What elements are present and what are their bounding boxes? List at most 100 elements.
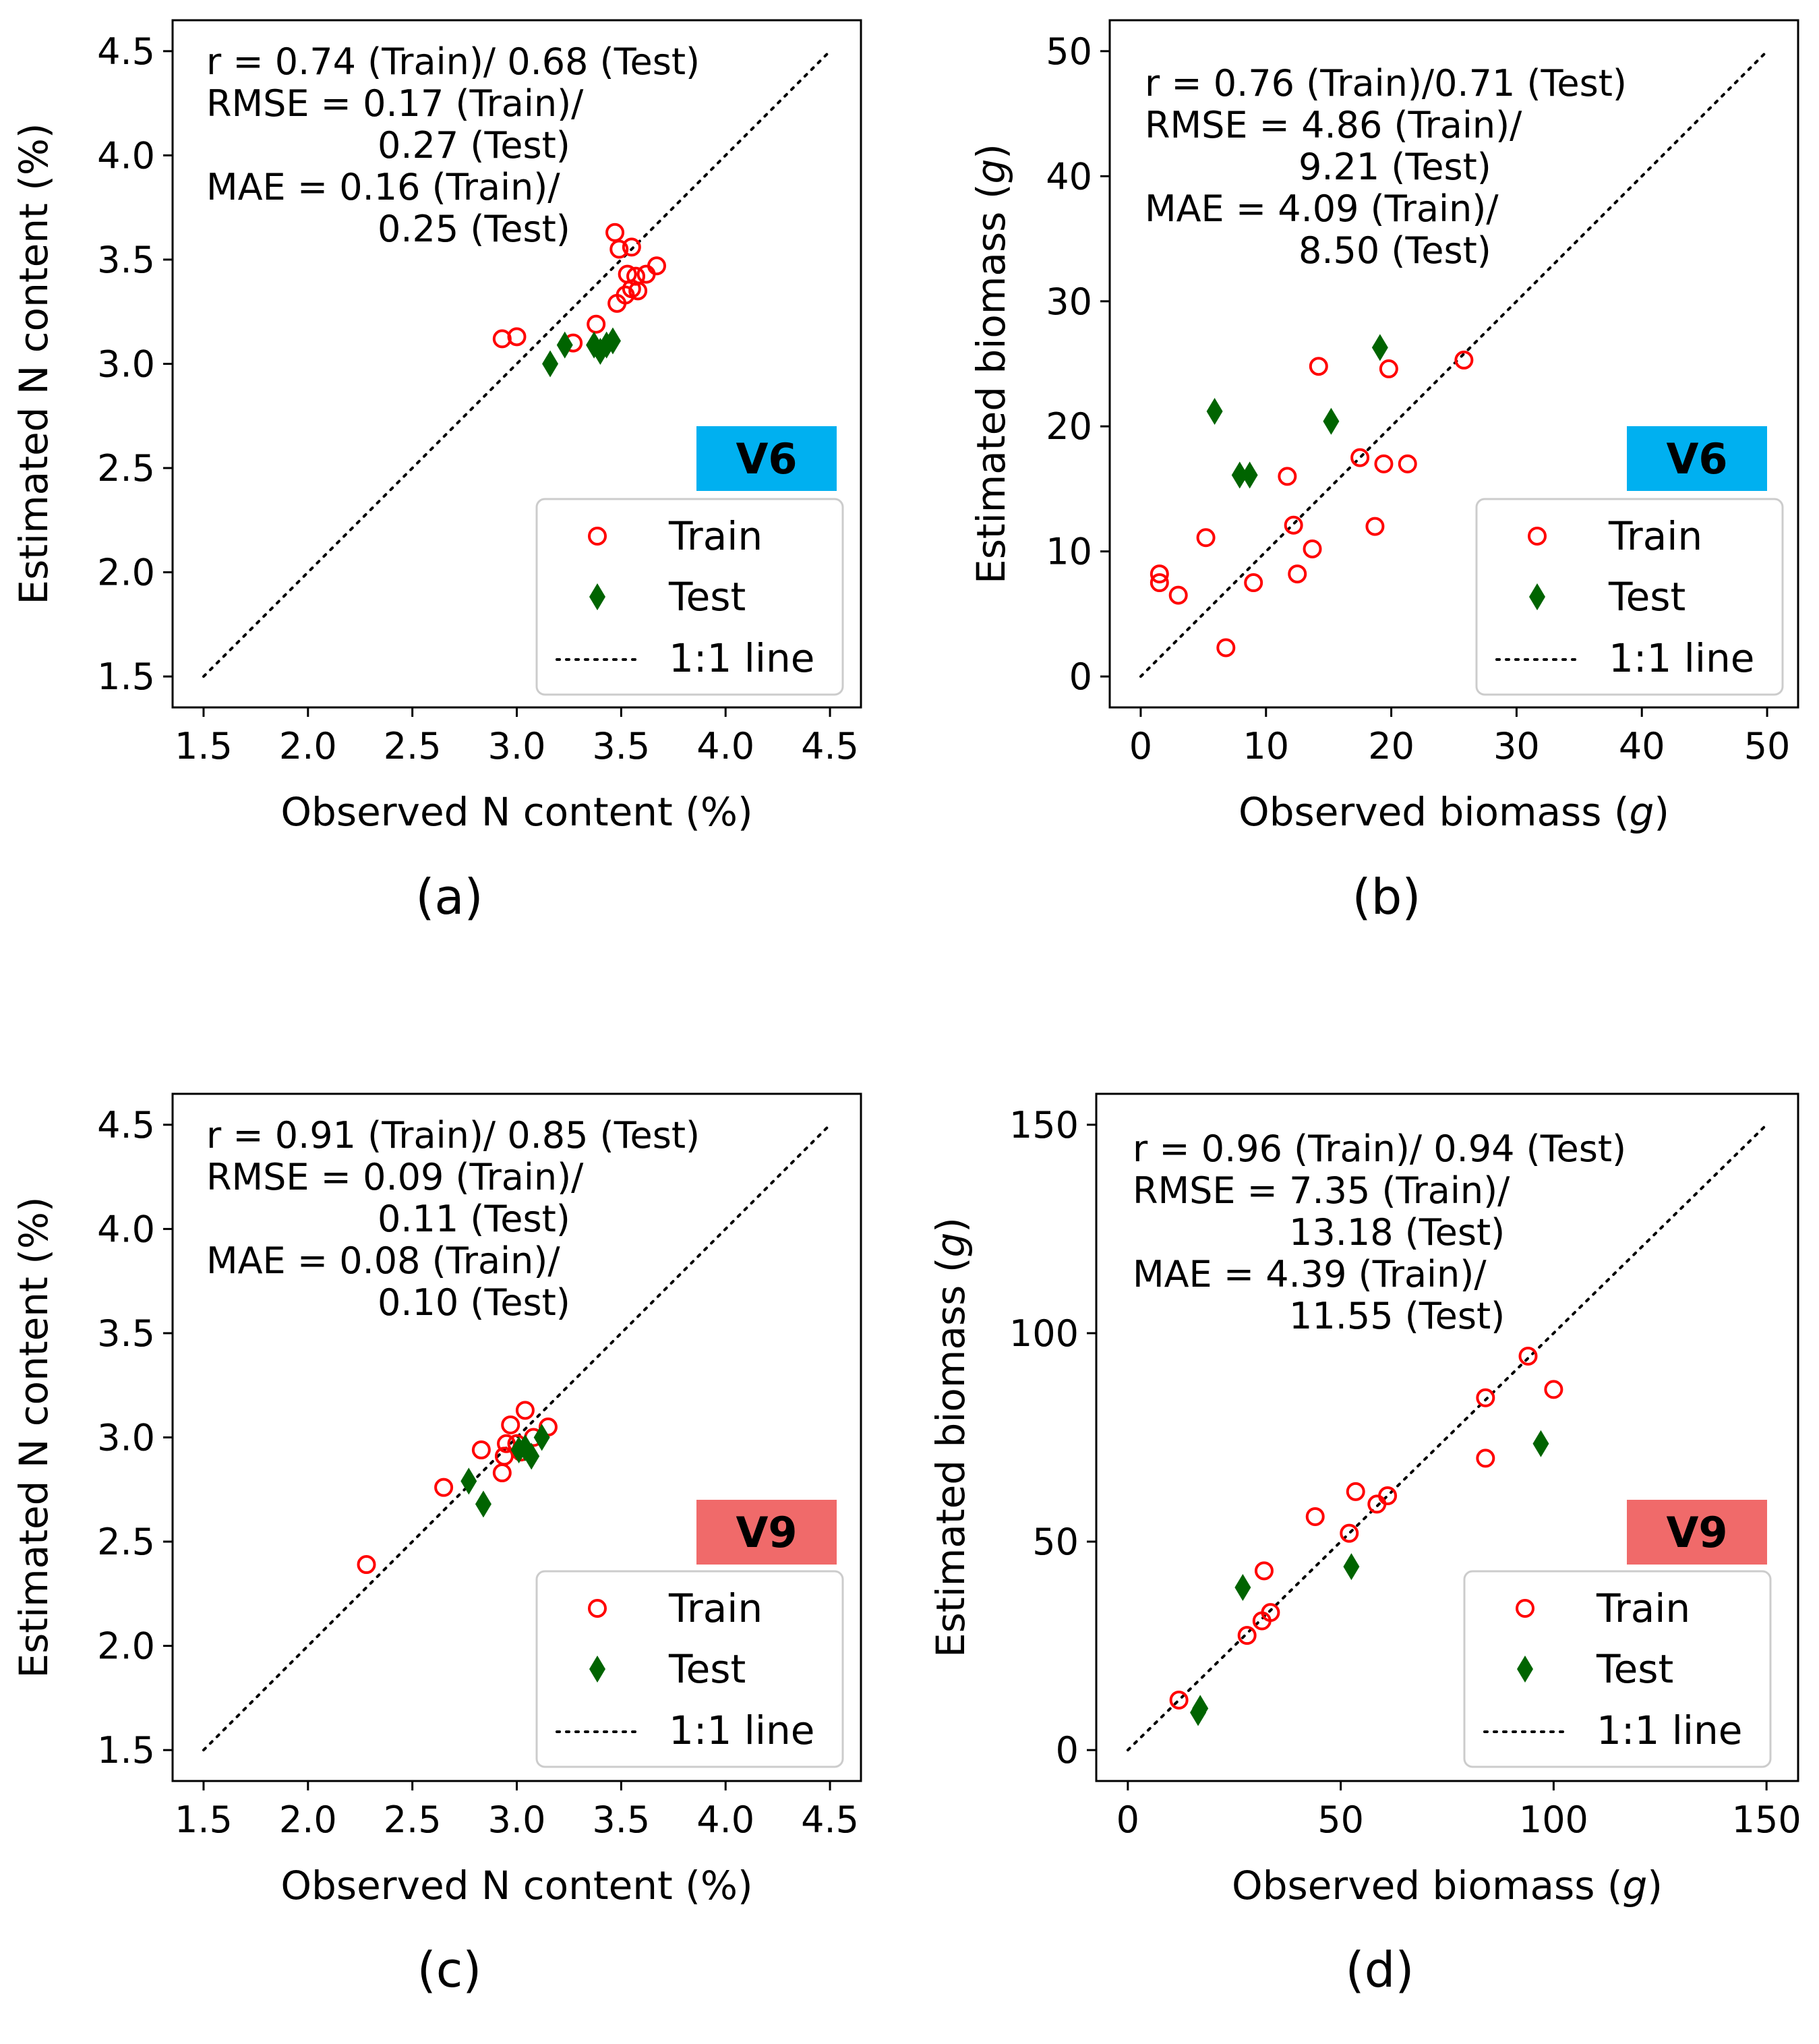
panel-caption: (c) [417,1941,482,1998]
x-axis-label: Observed biomass (g) [1232,1863,1663,1908]
x-tick-label: 4.5 [801,725,859,767]
test-point [475,1490,491,1518]
stats-line: r = 0.76 (Train)/0.71 (Test) [1145,62,1627,105]
plot-frame [1095,1092,1799,1782]
stage-badge [1627,1500,1767,1565]
legend-box [535,1570,844,1768]
stats-line: 11.55 (Test) [1289,1295,1505,1337]
chart-panel-a: 1.5 2.0 2.5 3.0 3.5 4.0 4.5 1.5 2.0 2.5 3.0 3.5 4.0 4… [11,19,862,925]
x-tick-label: 1.5 [175,1799,233,1841]
y-tick-label: 3.5 [97,239,155,281]
y-tick-label: 40 [1046,155,1092,198]
x-tick-label: 1.5 [175,725,233,767]
train-point [1168,585,1188,605]
one-to-one-line [1126,1123,1768,1752]
legend-train-marker [588,527,607,546]
y-tick-label: 2.5 [97,447,155,490]
stats-line: RMSE = 0.09 (Train)/ [206,1156,584,1198]
stats-line: 0.25 (Test) [378,208,570,250]
panel-caption: (a) [415,869,483,925]
stats-line: r = 0.96 (Train)/ 0.94 (Test) [1133,1128,1626,1170]
test-point [1234,1574,1251,1602]
legend-line-label: 1:1 line [1597,1707,1742,1753]
stage-badge [696,426,837,491]
x-tick-label: 30 [1493,725,1540,767]
train-point [1309,357,1328,376]
x-tick-label: 50 [1744,725,1791,767]
y-tick-label: 0 [1069,655,1092,698]
x-tick-label: 0 [1116,1799,1139,1841]
train-point [1288,564,1307,584]
test-point [1206,397,1223,425]
y-tick-label: 3.0 [97,343,155,386]
train-point [1454,350,1474,370]
stats-line: r = 0.91 (Train)/ 0.85 (Test) [206,1114,700,1157]
legend-train-label: Train [668,1585,763,1631]
y-tick-label: 100 [1009,1312,1079,1355]
train-point [607,293,627,313]
x-tick-label: 2.0 [279,725,337,767]
y-tick-label: 10 [1046,531,1092,573]
x-tick-label: 4.5 [801,1799,859,1841]
test-point [592,337,609,365]
one-to-one-line [202,49,832,678]
test-point [542,350,559,378]
test-point [1231,461,1248,489]
panel-caption: (d) [1346,1941,1414,1998]
train-point [622,237,641,257]
train-point [1216,638,1236,658]
stats-line: 0.10 (Test) [378,1281,570,1324]
train-point [628,281,648,301]
y-tick-label: 50 [1032,1521,1079,1563]
stats-line: MAE = 0.08 (Train)/ [206,1239,560,1282]
test-point [1532,1430,1549,1457]
train-point [1518,1346,1538,1366]
chart-panel-c: 1.5 2.0 2.5 3.0 3.5 4.0 4.5 1.5 2.0 2.5 3.0 3.5 4.0 4… [11,1092,862,1998]
stats-line: RMSE = 0.17 (Train)/ [206,82,584,125]
legend-train-label: Train [1596,1585,1690,1631]
stage-badge-label: V6 [736,434,797,484]
train-point [1379,359,1398,378]
legend-test-marker [589,1656,605,1683]
stats-line: 8.50 (Test) [1299,229,1491,272]
y-tick-label: 30 [1046,281,1092,323]
x-axis-label: Observed biomass (g) [1239,789,1669,835]
train-point [1374,454,1394,473]
y-tick-label: 0 [1056,1729,1079,1772]
train-point [1544,1380,1563,1399]
legend-test-marker [1529,583,1545,610]
train-point [636,264,656,284]
train-point [647,256,667,276]
x-axis-label: Observed N content (%) [280,1863,752,1908]
chart-panel-d: 0 50 100 150 0 50 100 150 Observed biomass (g) Es… [928,1092,1801,1998]
legend-line-label: 1:1 line [669,635,814,681]
train-point [1278,467,1297,486]
stats-line: MAE = 4.39 (Train)/ [1133,1253,1487,1295]
stats-line: MAE = 4.09 (Train)/ [1145,187,1499,230]
x-tick-label: 0 [1129,725,1152,767]
stage-badge-label: V9 [1666,1508,1727,1557]
stats-line: 9.21 (Test) [1299,146,1491,188]
train-point [1169,1690,1189,1710]
legend-test-marker [1517,1656,1533,1683]
y-tick-label: 150 [1009,1104,1079,1146]
y-tick-label: 4.5 [97,30,155,73]
train-point [1476,1388,1495,1407]
train-point [494,1447,514,1466]
train-point [1261,1603,1280,1623]
train-point [1244,573,1263,593]
train-point [1378,1486,1398,1506]
stats-line: RMSE = 4.86 (Train)/ [1145,104,1522,146]
x-tick-label: 20 [1368,725,1414,767]
train-point [357,1555,376,1575]
y-axis-label: Estimated biomass (g) [968,144,1014,584]
test-point [1323,407,1340,435]
x-tick-label: 3.0 [488,725,546,767]
stats-line: 13.18 (Test) [1289,1211,1505,1254]
legend-box [1463,1570,1772,1768]
train-point [587,314,606,334]
test-point [533,1424,550,1451]
y-axis-label: Estimated N content (%) [11,1196,57,1678]
train-point [1284,515,1303,535]
